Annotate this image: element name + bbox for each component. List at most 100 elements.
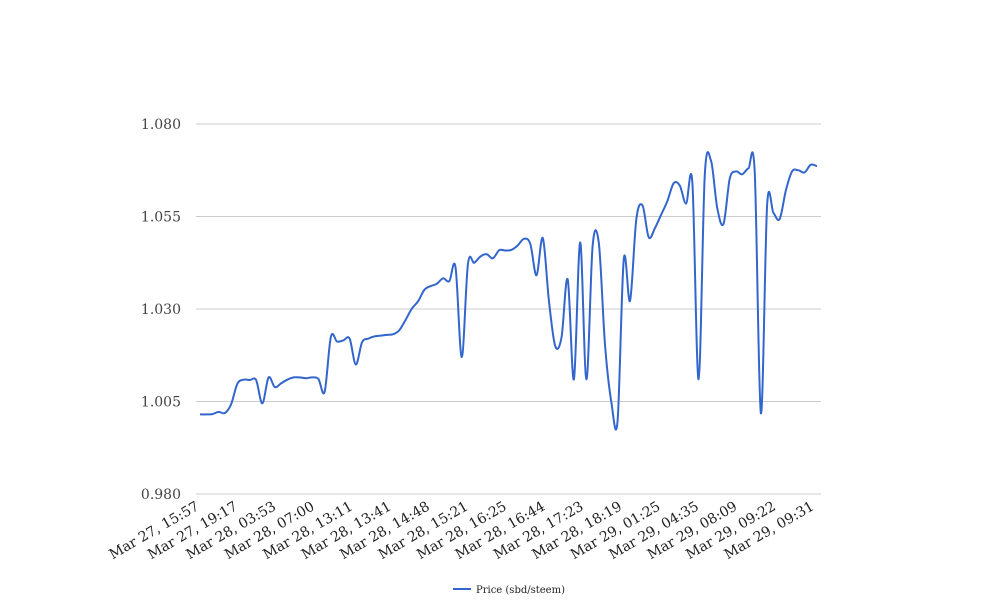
y-tick-label: 1.005 [141, 395, 181, 411]
data-point [815, 164, 819, 168]
data-point [584, 377, 588, 381]
legend-label-price: Price (sbd/steem) [476, 585, 565, 596]
data-point [634, 218, 638, 222]
data-point [391, 332, 395, 336]
data-point [803, 171, 807, 175]
data-point [709, 159, 713, 163]
data-point [273, 385, 277, 389]
data-point [310, 375, 314, 379]
data-point [684, 202, 688, 206]
data-point [809, 163, 813, 167]
data-point [560, 336, 564, 340]
data-point [223, 411, 227, 415]
data-point [728, 177, 732, 181]
data-point [354, 363, 358, 367]
data-point [335, 340, 339, 344]
data-point [479, 255, 483, 259]
y-tick-label: 1.030 [141, 302, 181, 318]
data-point [485, 252, 489, 256]
data-point [672, 181, 676, 185]
data-point [279, 381, 283, 385]
data-point [609, 400, 613, 404]
data-point [242, 378, 246, 382]
data-point [491, 256, 495, 260]
data-point [740, 172, 744, 176]
data-point [653, 226, 657, 230]
data-point [229, 402, 233, 406]
data-point [422, 288, 426, 292]
gridlines [196, 123, 821, 495]
data-point [665, 199, 669, 203]
data-point [572, 377, 576, 381]
legend[interactable]: Price (sbd/steem) [453, 585, 565, 596]
data-point [248, 378, 252, 382]
data-point [616, 419, 620, 423]
data-point [217, 410, 221, 414]
data-point [497, 248, 501, 252]
data-point [466, 262, 470, 266]
data-point [690, 181, 694, 185]
data-point [510, 248, 514, 252]
data-point [678, 184, 682, 188]
data-point [472, 261, 476, 265]
data-point [447, 279, 451, 283]
data-point [416, 299, 420, 303]
data-point [235, 382, 239, 386]
data-point [746, 166, 750, 170]
data-point [715, 206, 719, 210]
data-point [454, 265, 458, 269]
data-point [316, 377, 320, 381]
data-point [603, 344, 607, 348]
data-point [734, 169, 738, 173]
data-point [360, 340, 364, 344]
data-point [784, 189, 788, 193]
data-point [765, 203, 769, 207]
data-point [578, 240, 582, 244]
data-point [790, 169, 794, 173]
data-point [597, 242, 601, 246]
data-point [759, 411, 763, 415]
data-point [796, 168, 800, 172]
data-point [778, 217, 782, 221]
data-point [522, 237, 526, 241]
data-point [385, 333, 389, 337]
series-line-price [199, 151, 818, 431]
data-point [697, 377, 701, 381]
data-point [260, 401, 264, 405]
data-point [292, 375, 296, 379]
data-point [703, 173, 707, 177]
data-point [622, 257, 626, 261]
data-point [722, 222, 726, 226]
data-point [285, 378, 289, 382]
data-point [591, 244, 595, 248]
data-point [267, 375, 271, 379]
data-point [204, 412, 208, 416]
data-point [198, 412, 202, 416]
data-point [404, 318, 408, 322]
data-point [503, 249, 507, 253]
y-axis-tick-labels: 0.980 1.005 1.030 1.055 1.080 [141, 117, 181, 503]
data-point [366, 337, 370, 341]
data-point [566, 277, 570, 281]
data-point [429, 284, 433, 288]
data-point [379, 334, 383, 338]
data-point [348, 337, 352, 341]
y-tick-label: 1.080 [141, 117, 181, 133]
data-point [373, 334, 377, 338]
y-tick-label: 1.055 [141, 210, 181, 226]
data-point [397, 328, 401, 332]
data-point [254, 378, 258, 382]
data-point [460, 355, 464, 359]
data-point [647, 235, 651, 239]
data-point [211, 412, 215, 416]
data-point [323, 390, 327, 394]
data-point [304, 376, 308, 380]
data-point [628, 299, 632, 303]
data-point [410, 307, 414, 311]
data-point [516, 243, 520, 247]
data-point [641, 203, 645, 207]
data-point [771, 211, 775, 215]
y-tick-label: 0.980 [141, 487, 181, 503]
